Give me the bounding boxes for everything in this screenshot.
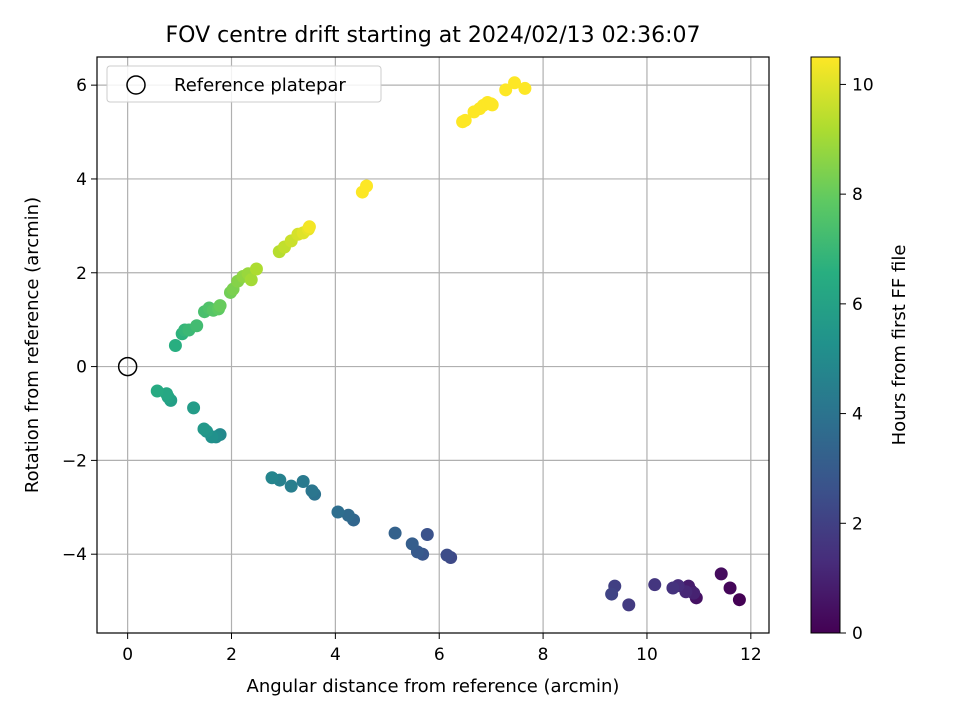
colorbar-ticks: 0 2 4 6 8 10 bbox=[840, 75, 874, 644]
y-tick-label: 6 bbox=[76, 76, 87, 96]
scatter-point bbox=[388, 526, 402, 540]
x-tick-label: 0 bbox=[122, 645, 133, 665]
legend-box bbox=[106, 65, 382, 103]
colorbar: 0 2 4 6 8 10 Hours from first FF file bbox=[810, 56, 910, 644]
scatter-point bbox=[648, 578, 662, 592]
legend-marker-icon bbox=[126, 75, 146, 95]
reference-platepar-marker bbox=[117, 356, 138, 377]
scatter-point bbox=[508, 76, 522, 90]
scatter-point bbox=[605, 587, 619, 601]
scatter-point bbox=[518, 81, 532, 95]
colorbar-tick-label: 0 bbox=[852, 624, 863, 644]
colorbar-tick-label: 2 bbox=[852, 514, 863, 534]
x-tick-label: 4 bbox=[330, 645, 341, 665]
x-axis-label: Angular distance from reference (arcmin) bbox=[247, 676, 620, 697]
scatter-point bbox=[244, 273, 258, 287]
scatter-point bbox=[249, 262, 263, 276]
x-axis-ticks: 0 2 4 6 8 10 12 bbox=[122, 633, 762, 665]
plot-frame bbox=[96, 56, 770, 634]
chart-title: FOV centre drift starting at 2024/02/13 … bbox=[166, 23, 701, 48]
scatter-point bbox=[302, 220, 316, 234]
scatter-point bbox=[341, 508, 355, 522]
y-tick-label: −4 bbox=[62, 545, 87, 565]
scatter-point bbox=[420, 527, 434, 541]
scatter-point bbox=[732, 593, 746, 607]
y-axis-ticks: −4 −2 0 2 4 6 bbox=[62, 76, 97, 565]
colorbar-tick-label: 8 bbox=[852, 185, 863, 205]
colorbar-label: Hours from first FF file bbox=[889, 245, 910, 446]
scatter-point bbox=[284, 479, 298, 493]
scatter-point bbox=[296, 474, 310, 488]
legend-label: Reference platepar bbox=[174, 75, 346, 96]
x-tick-label: 8 bbox=[538, 645, 549, 665]
scatter-point bbox=[197, 422, 211, 436]
colorbar-tick-label: 6 bbox=[852, 295, 863, 315]
y-axis-label: Rotation from reference (arcmin) bbox=[22, 197, 43, 493]
scatter-point bbox=[458, 113, 472, 127]
x-tick-label: 10 bbox=[636, 645, 658, 665]
scatter-point bbox=[485, 98, 499, 112]
data-points bbox=[150, 76, 746, 612]
scatter-point bbox=[405, 537, 419, 551]
colorbar-frame bbox=[810, 56, 841, 634]
scatter-point bbox=[714, 567, 728, 581]
colorbar-tick-label: 10 bbox=[852, 75, 874, 95]
scatter-point bbox=[666, 581, 680, 595]
x-tick-label: 6 bbox=[434, 645, 445, 665]
scatter-point bbox=[622, 598, 636, 612]
y-tick-label: −2 bbox=[62, 451, 87, 471]
scatter-point bbox=[187, 401, 201, 415]
scatter-point bbox=[168, 338, 182, 352]
scatter-point bbox=[190, 319, 204, 333]
scatter-point bbox=[360, 179, 374, 193]
scatter-point bbox=[265, 471, 279, 485]
scatter-point bbox=[213, 299, 227, 313]
grid bbox=[97, 57, 769, 633]
legend: Reference platepar bbox=[106, 65, 382, 103]
scatter-point bbox=[440, 548, 454, 562]
y-tick-label: 2 bbox=[76, 264, 87, 284]
colorbar-gradient bbox=[811, 57, 840, 633]
y-tick-label: 0 bbox=[76, 358, 87, 378]
colorbar-tick-label: 4 bbox=[852, 405, 863, 425]
scatter-point bbox=[331, 505, 345, 519]
y-tick-label: 4 bbox=[76, 170, 87, 190]
scatter-point bbox=[150, 384, 164, 398]
scatter-point bbox=[499, 83, 513, 97]
x-tick-label: 12 bbox=[740, 645, 762, 665]
x-tick-label: 2 bbox=[226, 645, 237, 665]
scatter-point bbox=[305, 484, 319, 498]
scatter-point bbox=[723, 581, 737, 595]
